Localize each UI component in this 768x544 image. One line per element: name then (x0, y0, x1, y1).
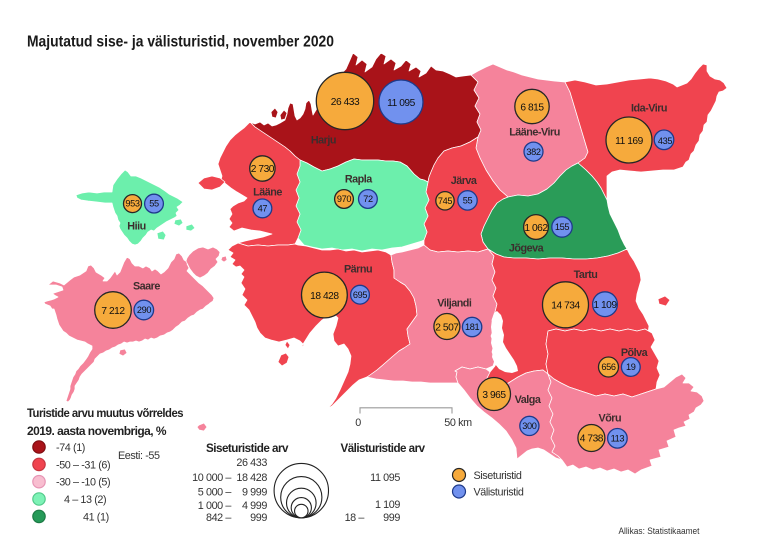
svg-text:47: 47 (258, 203, 268, 213)
svg-text:4 738: 4 738 (580, 434, 604, 445)
svg-text:4 999: 4 999 (242, 500, 267, 512)
svg-text:19: 19 (626, 362, 636, 372)
svg-text:300: 300 (522, 421, 537, 431)
svg-text:2 730: 2 730 (251, 164, 275, 175)
svg-text:842 –: 842 – (206, 512, 231, 524)
svg-text:5 000 –: 5 000 – (198, 487, 232, 499)
svg-text:999: 999 (383, 512, 400, 524)
svg-text:695: 695 (353, 290, 368, 300)
svg-text:55: 55 (149, 199, 159, 209)
svg-text:4 – 13 (2): 4 – 13 (2) (64, 494, 106, 506)
svg-text:1 000 –: 1 000 – (198, 500, 232, 512)
svg-text:Eesti: -55: Eesti: -55 (118, 450, 160, 462)
svg-text:Siseturistid: Siseturistid (474, 470, 522, 482)
svg-text:Võru: Võru (599, 412, 622, 424)
svg-text:Ida-Viru: Ida-Viru (631, 103, 667, 115)
svg-text:9 999: 9 999 (242, 487, 267, 499)
svg-text:Majutatud sise- ja välisturist: Majutatud sise- ja välisturistid, novemb… (27, 34, 334, 51)
svg-text:Tartu: Tartu (574, 269, 598, 281)
svg-text:382: 382 (526, 147, 541, 157)
svg-text:1 109: 1 109 (375, 499, 400, 511)
svg-text:Turistide arvu muutus võrrelde: Turistide arvu muutus võrreldes (27, 406, 184, 420)
svg-text:155: 155 (555, 222, 570, 232)
svg-text:435: 435 (658, 136, 673, 146)
svg-text:Viljandi: Viljandi (437, 297, 472, 309)
svg-text:Põlva: Põlva (621, 347, 649, 359)
svg-text:Siseturistide arv: Siseturistide arv (206, 441, 289, 455)
svg-text:Välisturistid: Välisturistid (474, 487, 524, 499)
svg-text:1 062: 1 062 (524, 223, 548, 234)
svg-text:Allikas: Statistikaamet: Allikas: Statistikaamet (619, 526, 700, 536)
svg-text:6 815: 6 815 (520, 103, 544, 114)
svg-text:7 212: 7 212 (101, 306, 125, 317)
svg-text:Lääne-Viru: Lääne-Viru (509, 127, 560, 139)
svg-text:18 428: 18 428 (236, 472, 267, 484)
svg-text:2019. aasta novembriga, %: 2019. aasta novembriga, % (27, 424, 167, 438)
svg-text:Rapla: Rapla (345, 173, 373, 185)
svg-text:999: 999 (250, 512, 267, 524)
svg-text:Järva: Järva (451, 175, 478, 187)
svg-text:Pärnu: Pärnu (344, 263, 372, 275)
svg-text:26 433: 26 433 (236, 457, 267, 469)
svg-text:14 734: 14 734 (551, 301, 580, 312)
svg-text:3 965: 3 965 (482, 390, 506, 401)
svg-text:18 428: 18 428 (310, 291, 339, 302)
svg-text:Harju: Harju (311, 135, 336, 147)
svg-text:2 507: 2 507 (435, 322, 459, 333)
svg-text:Jõgeva: Jõgeva (509, 243, 545, 255)
svg-text:290: 290 (137, 305, 152, 315)
svg-text:Valga: Valga (515, 394, 542, 406)
svg-text:11 095: 11 095 (387, 98, 415, 109)
svg-text:11 169: 11 169 (615, 136, 643, 147)
svg-text:0: 0 (355, 417, 361, 429)
svg-text:18 –: 18 – (345, 512, 365, 524)
svg-text:656: 656 (601, 362, 616, 372)
svg-text:Välisturistide arv: Välisturistide arv (341, 441, 426, 455)
svg-text:-30 – -10 (5): -30 – -10 (5) (56, 477, 110, 489)
svg-text:50 km: 50 km (444, 417, 472, 429)
svg-text:41 (1): 41 (1) (83, 511, 109, 523)
svg-text:10 000 –: 10 000 – (192, 472, 231, 484)
svg-text:113: 113 (611, 433, 625, 443)
svg-text:72: 72 (363, 194, 373, 204)
svg-text:Saare: Saare (133, 281, 160, 293)
svg-text:181: 181 (465, 322, 480, 332)
svg-text:Hiiu: Hiiu (127, 221, 145, 233)
svg-text:953: 953 (125, 199, 140, 209)
svg-text:-74 (1): -74 (1) (56, 442, 85, 454)
svg-text:1 109: 1 109 (593, 300, 617, 311)
svg-text:Lääne: Lääne (253, 186, 282, 198)
svg-text:745: 745 (438, 196, 453, 206)
svg-text:55: 55 (463, 195, 473, 205)
svg-text:970: 970 (337, 194, 352, 204)
svg-text:11 095: 11 095 (370, 472, 400, 484)
svg-text:26 433: 26 433 (331, 97, 360, 108)
svg-text:-50 – -31 (6): -50 – -31 (6) (56, 459, 110, 471)
